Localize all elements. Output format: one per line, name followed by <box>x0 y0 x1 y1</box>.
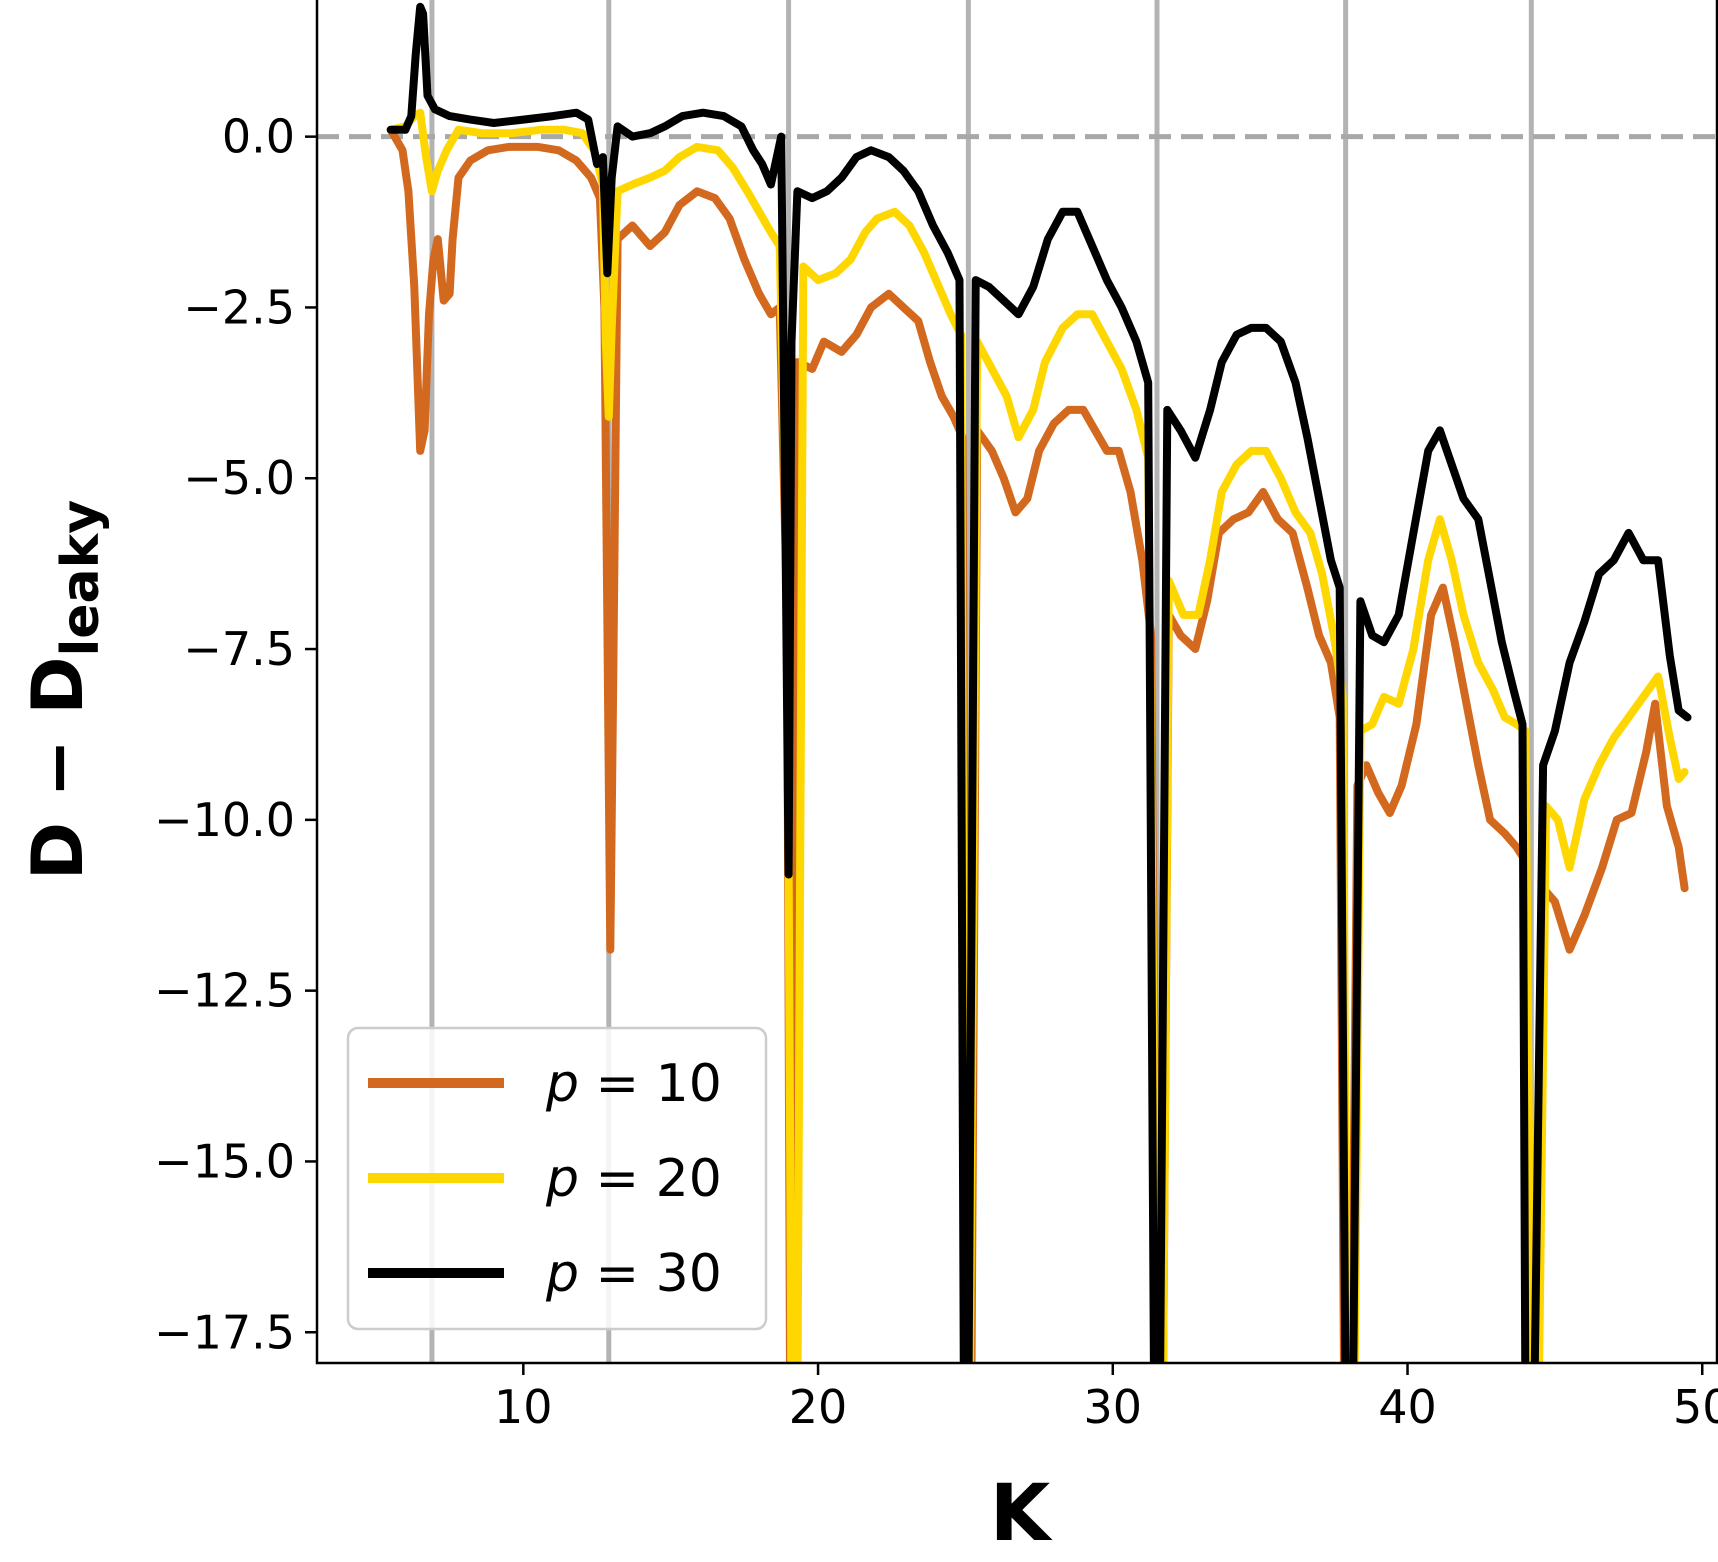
series-line-p30 <box>386 2 1692 1363</box>
y-tick-label: −10.0 <box>154 793 295 847</box>
x-axis: 10 20 30 40 50 <box>494 1363 1718 1434</box>
legend-var: p <box>545 1054 579 1114</box>
y-tick-label: −5.0 <box>183 451 295 505</box>
legend-value: = 30 <box>579 1244 722 1304</box>
legend-value: = 20 <box>579 1149 722 1209</box>
x-tick-label: 40 <box>1378 1380 1437 1434</box>
legend-label-p30: p = 30 <box>545 1244 722 1304</box>
y-tick-label: −17.5 <box>154 1305 295 1359</box>
y-tick-label: −15.0 <box>154 1134 295 1188</box>
y-tick-label: −12.5 <box>154 964 295 1018</box>
y-tick-label: −2.5 <box>183 280 295 334</box>
y-tick-label: −7.5 <box>183 622 295 676</box>
legend-var: p <box>545 1244 579 1304</box>
x-tick-label: 10 <box>494 1380 553 1434</box>
legend: p = 10p = 20p = 30 <box>346 1026 768 1331</box>
legend-var: p <box>545 1149 579 1209</box>
x-tick-label: 50 <box>1673 1380 1718 1434</box>
legend-value: = 10 <box>579 1054 722 1114</box>
y-axis: 0.0 −2.5 −5.0 −7.5 −10.0 −12.5 −15.0 −17.5 <box>154 110 317 1359</box>
plot-frame <box>315 0 1718 1365</box>
legend-box <box>346 1026 768 1331</box>
y-axis-title-subscript: leaky <box>51 500 111 657</box>
x-tick-label: 30 <box>1084 1380 1143 1434</box>
x-tick-label: 20 <box>789 1380 848 1434</box>
legend-label-p10: p = 10 <box>545 1054 722 1114</box>
series-layer <box>386 2 1692 1363</box>
y-tick-label: 0.0 <box>222 110 295 164</box>
series-line-p10 <box>386 125 1689 1363</box>
y-axis-title: D − Dleaky <box>17 500 111 880</box>
legend-label-p20: p = 20 <box>545 1149 722 1209</box>
x-axis-title: K <box>990 1469 1053 1559</box>
series-line-p20 <box>386 108 1689 1363</box>
y-axis-title-main: D − D <box>17 657 99 881</box>
